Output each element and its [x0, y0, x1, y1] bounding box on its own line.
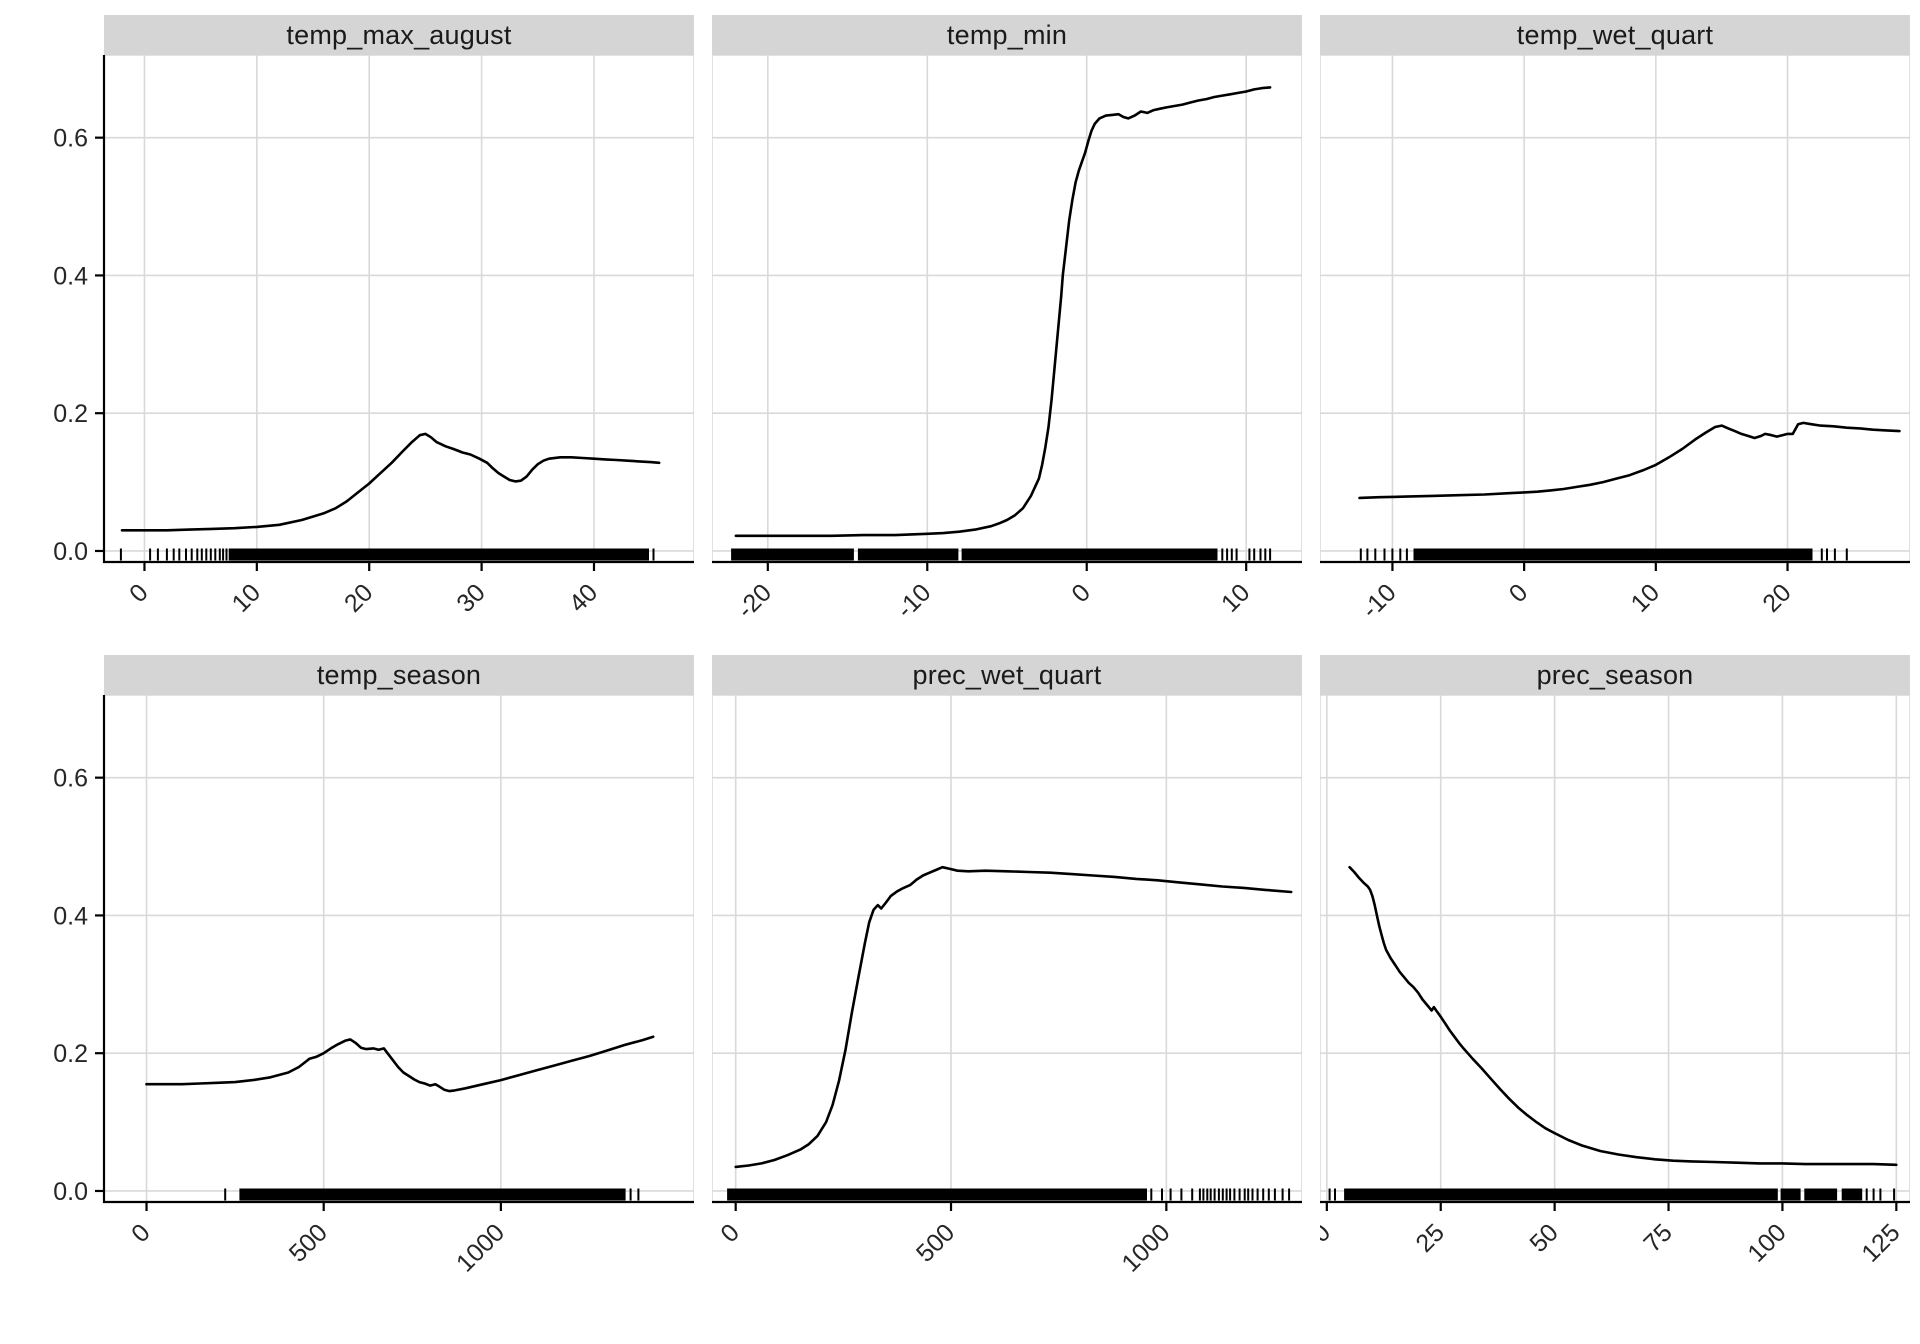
- svg-text:500: 500: [911, 1218, 960, 1267]
- svg-text:0: 0: [124, 578, 154, 608]
- facet-strip-title: temp_season: [316, 659, 482, 690]
- facet-strip-title: prec_season: [1536, 659, 1694, 690]
- svg-text:0: 0: [715, 1218, 745, 1248]
- svg-text:20: 20: [1757, 578, 1796, 617]
- svg-text:40: 40: [564, 578, 603, 617]
- svg-text:25: 25: [1411, 1218, 1450, 1257]
- svg-text:0: 0: [1320, 1218, 1336, 1248]
- svg-text:100: 100: [1742, 1218, 1791, 1267]
- facet-panel-prec-season: prec_season 0 25 50 75 100 125: [1320, 655, 1910, 1277]
- svg-text:10: 10: [1216, 578, 1255, 617]
- svg-text:50: 50: [1524, 1218, 1563, 1257]
- facet-strip: temp_season: [104, 655, 694, 695]
- svg-text:75: 75: [1638, 1218, 1677, 1257]
- facet-panel-prec-wet-quart: prec_wet_quart 0 500 1000: [712, 655, 1302, 1277]
- svg-text:1000: 1000: [1116, 1218, 1175, 1277]
- svg-text:0: 0: [1066, 578, 1096, 608]
- svg-text:20: 20: [339, 578, 378, 617]
- facet-panel-temp-max-august: temp_max_august 0 10 20 30 40 0.0 0.2 0.4 0.6: [4, 15, 694, 637]
- svg-text:0.2: 0.2: [53, 1040, 88, 1068]
- svg-text:500: 500: [284, 1218, 333, 1267]
- svg-text:10: 10: [227, 578, 266, 617]
- panel-plot-temp-wet-quart: -10 0 10 20: [1320, 55, 1910, 624]
- svg-text:125: 125: [1856, 1218, 1905, 1267]
- svg-text:30: 30: [451, 578, 490, 617]
- svg-text:1000: 1000: [451, 1218, 510, 1277]
- facet-row-bottom: temp_season 0 500 1000 0.0 0.2 0.4 0.6 prec_we…: [0, 655, 1920, 1277]
- facet-panel-temp-season: temp_season 0 500 1000 0.0 0.2 0.4 0.6: [4, 655, 694, 1277]
- facet-strip-title: temp_max_august: [286, 19, 512, 50]
- svg-text:0: 0: [1504, 578, 1534, 608]
- facet-strip: temp_min: [712, 15, 1302, 55]
- panel-plot-prec-wet-quart: 0 500 1000: [712, 695, 1302, 1277]
- svg-text:0.0: 0.0: [53, 538, 88, 566]
- facet-strip: temp_wet_quart: [1320, 15, 1910, 55]
- panel-plot-prec-season: 0 25 50 75 100 125: [1320, 695, 1910, 1268]
- svg-text:0.4: 0.4: [53, 902, 88, 930]
- facet-strip-title: temp_min: [946, 19, 1068, 50]
- svg-text:-20: -20: [732, 578, 777, 623]
- svg-text:0.6: 0.6: [53, 765, 88, 793]
- svg-text:0: 0: [126, 1218, 156, 1248]
- panel-plot-temp-season: 0 500 1000 0.0 0.2 0.4 0.6: [53, 695, 694, 1277]
- facet-row-top: temp_max_august 0 10 20 30 40 0.0 0.2 0.4 0.6 te…: [0, 15, 1920, 637]
- svg-text:0.0: 0.0: [53, 1178, 88, 1206]
- facet-strip: prec_season: [1320, 655, 1910, 695]
- panel-plot-temp-max-august: 0 10 20 30 40 0.0 0.2 0.4 0.6: [53, 55, 694, 618]
- svg-text:10: 10: [1626, 578, 1665, 617]
- panel-plot-temp-min: -20 -10 0 10: [712, 55, 1302, 624]
- svg-text:-10: -10: [1356, 578, 1401, 623]
- facet-strip-title: prec_wet_quart: [912, 659, 1102, 690]
- svg-text:0.6: 0.6: [53, 125, 88, 153]
- svg-text:0.2: 0.2: [53, 400, 88, 428]
- facet-panel-temp-wet-quart: temp_wet_quart -10 0 10 20: [1320, 15, 1910, 637]
- facet-panel-temp-min: temp_min -20 -10 0 10: [712, 15, 1302, 637]
- svg-text:-10: -10: [891, 578, 936, 623]
- svg-text:0.4: 0.4: [53, 262, 88, 290]
- facet-strip-title: temp_wet_quart: [1516, 19, 1714, 50]
- facet-strip: prec_wet_quart: [712, 655, 1302, 695]
- facet-strip: temp_max_august: [104, 15, 694, 55]
